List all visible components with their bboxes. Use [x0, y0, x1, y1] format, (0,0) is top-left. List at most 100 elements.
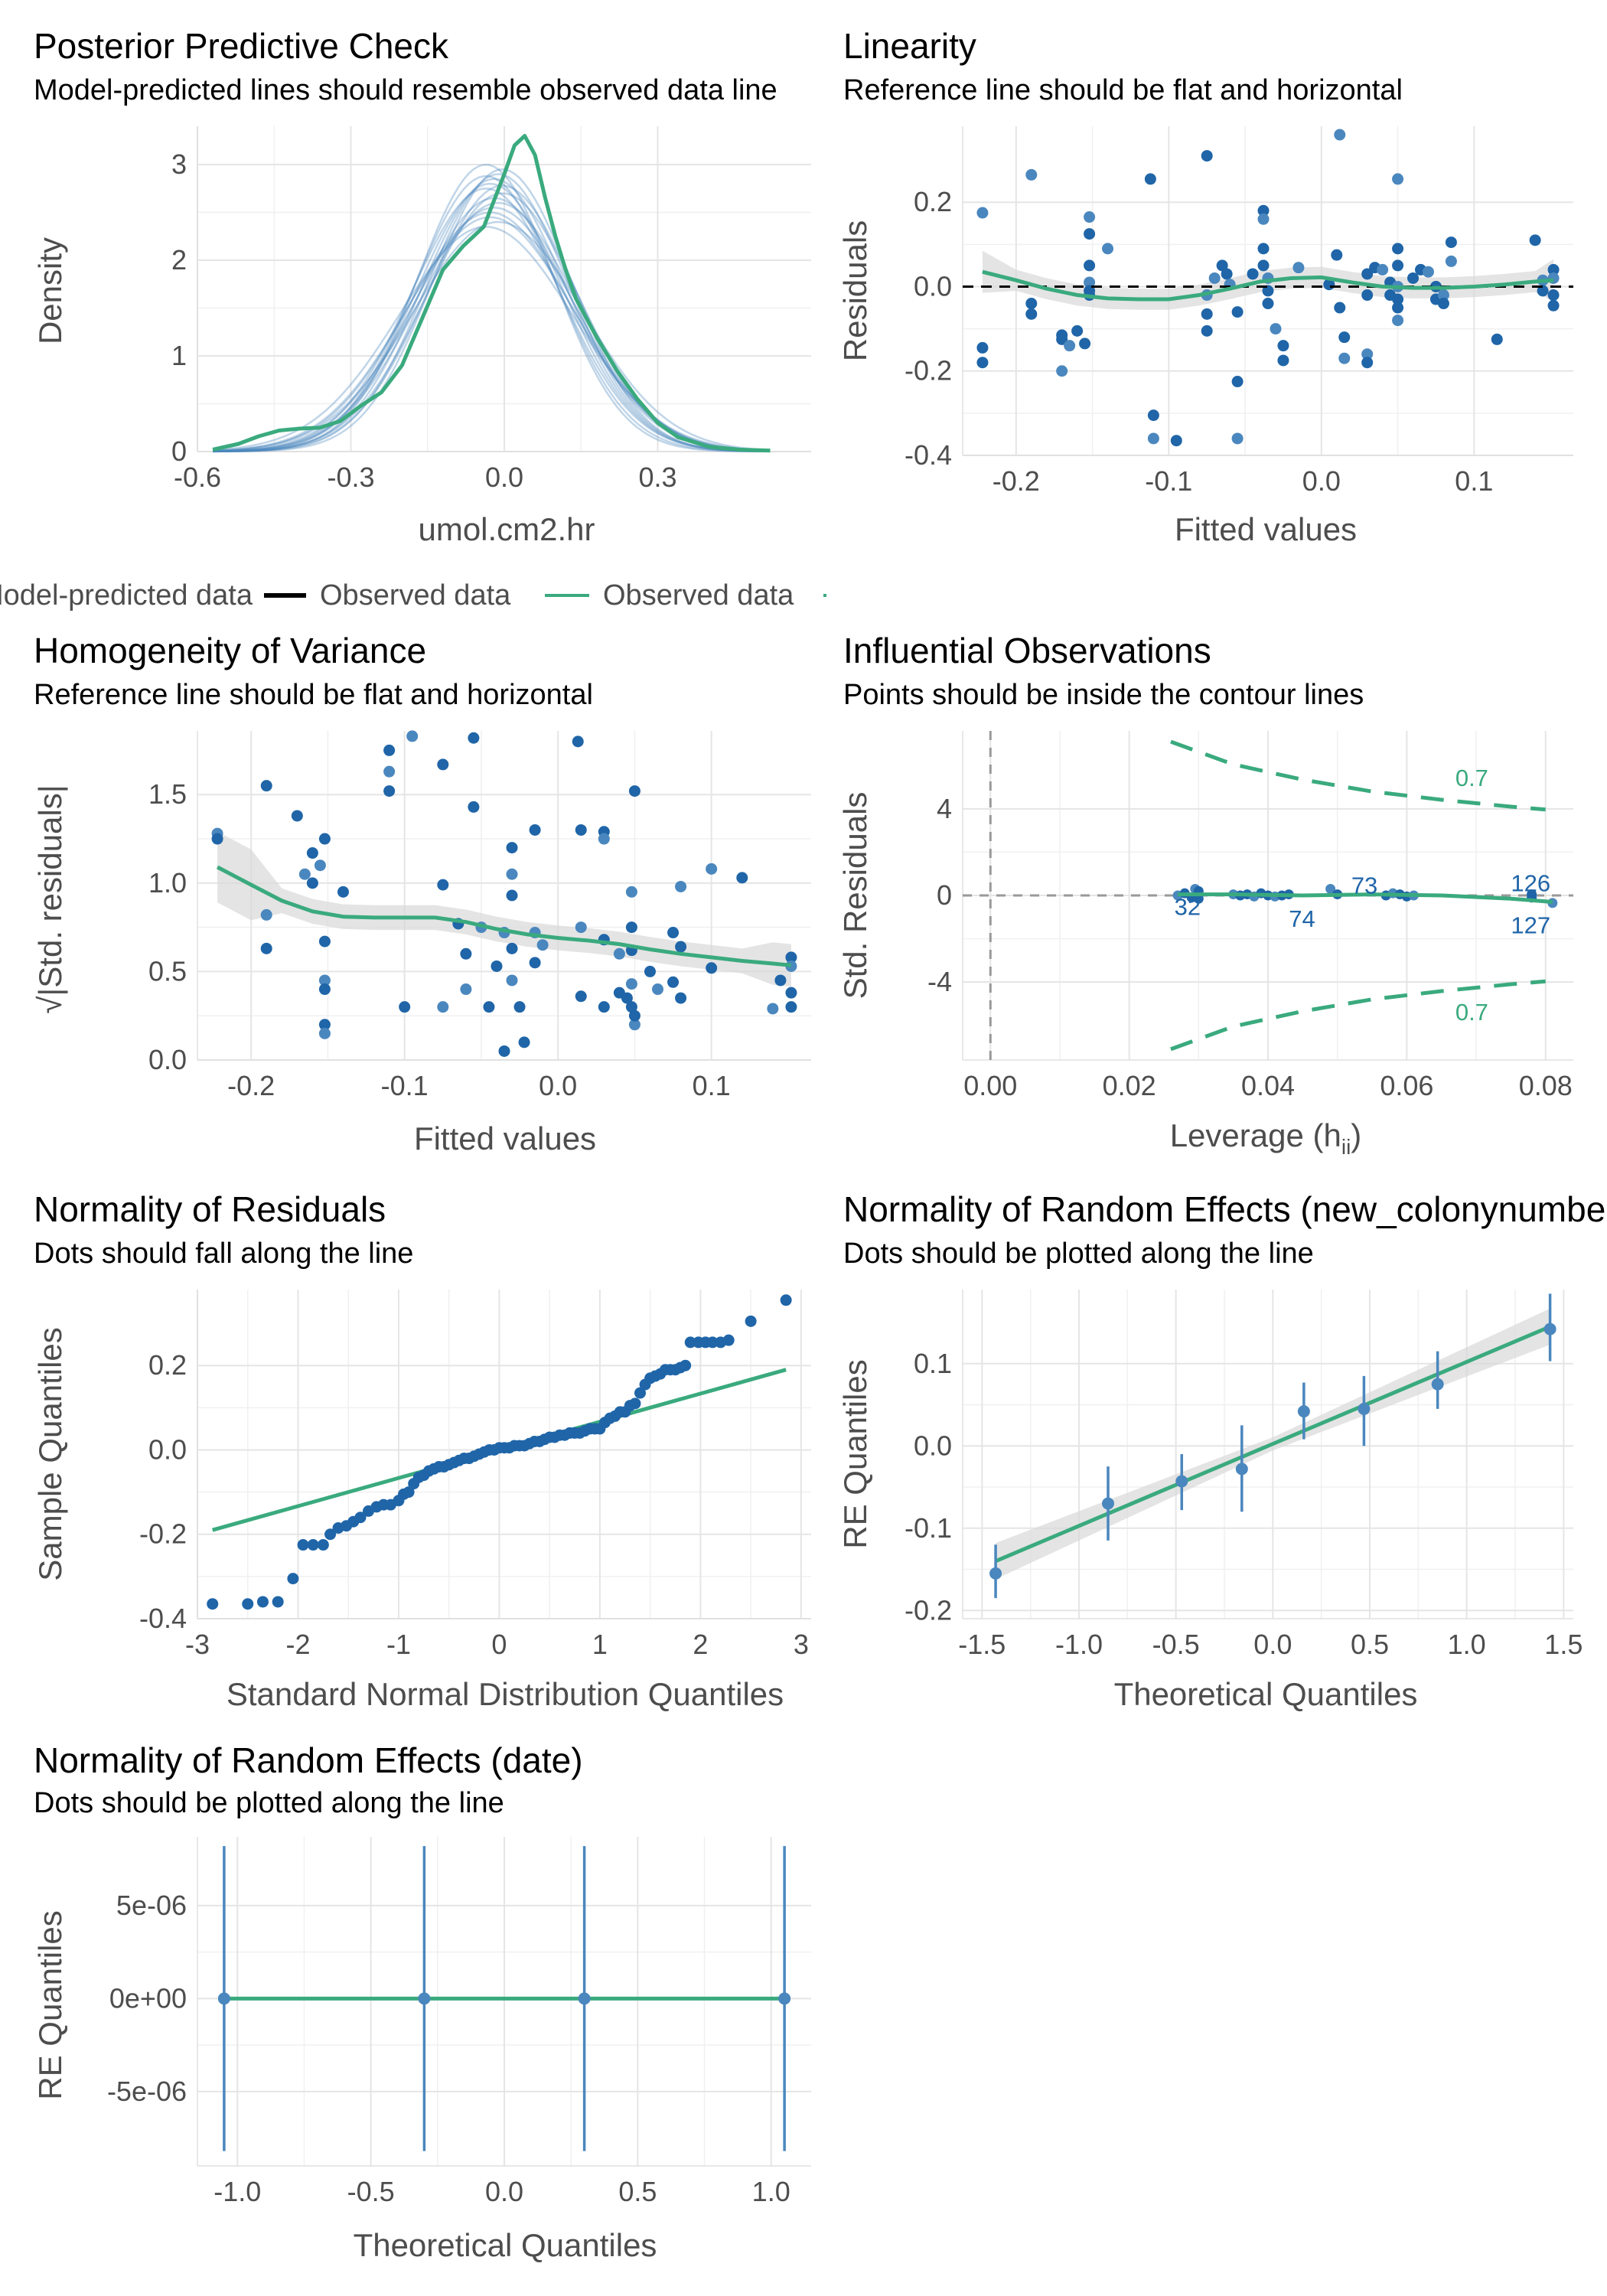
re-colony-point — [1543, 1322, 1556, 1336]
qq-residuals-point — [684, 1336, 696, 1349]
homogeneity-point — [306, 847, 318, 859]
linearity-point — [1025, 308, 1038, 320]
ppc-predicted-line — [213, 178, 765, 453]
qq-residuals-point — [680, 1359, 692, 1371]
homogeneity-point — [506, 974, 518, 987]
linearity-point — [1102, 243, 1114, 255]
linearity-point — [1147, 432, 1159, 445]
re-date-y-tick-label: 0e+00 — [109, 1982, 187, 2014]
homogeneity-point — [675, 880, 687, 892]
ppc-predicted-line — [213, 211, 765, 452]
homogeneity-point — [621, 992, 633, 1004]
ppc-predicted-line — [213, 207, 765, 452]
linearity-point — [1201, 325, 1213, 337]
re-date-point — [578, 1992, 591, 2005]
qq-residuals-point — [403, 1486, 415, 1499]
panel-homogeneity: Homogeneity of Variance Reference line s… — [32, 631, 811, 1156]
linearity-y-tick-label: -0.4 — [905, 439, 952, 471]
homogeneity-point — [318, 983, 331, 996]
homogeneity-point — [667, 927, 680, 939]
qq-residuals-y-tick-label: 0.2 — [148, 1349, 187, 1381]
qq-residuals-point — [706, 1336, 719, 1349]
homogeneity-y-tick-label: 0.5 — [148, 955, 187, 987]
linearity-point — [976, 341, 989, 354]
influential-contour-lower — [1170, 979, 1546, 1052]
panel-influential: Influential Observations Points should b… — [837, 631, 1573, 1159]
ppc-predicted-line — [213, 201, 765, 452]
influential-subtitle: Points should be inside the contour line… — [843, 679, 1364, 711]
homogeneity-point — [437, 879, 449, 891]
linearity-point — [1392, 293, 1404, 305]
ppc-y-label: Density — [32, 237, 68, 344]
qq-residuals-point — [242, 1598, 254, 1610]
homogeneity-point — [513, 1001, 526, 1013]
homogeneity-point — [468, 801, 480, 813]
linearity-point — [1491, 333, 1503, 345]
qq-residuals-y-tick-label: -0.4 — [139, 1603, 187, 1634]
re-colony-point — [1175, 1475, 1188, 1488]
qq-residuals-point — [780, 1294, 792, 1306]
linearity-y-tick-label: -0.2 — [905, 355, 952, 386]
linearity-point — [1056, 333, 1068, 345]
linearity-point — [1407, 272, 1420, 284]
re-colony-point — [1358, 1402, 1371, 1415]
influential-plot-area: 0.00 0.02 0.04 0.06 0.08 -4 0 4 0.7 0.7 32 73 74 126 1… — [927, 731, 1573, 1101]
qq-residuals-y-tick-label: 0.0 — [148, 1433, 187, 1465]
linearity-point — [1270, 323, 1282, 335]
homogeneity-point — [675, 992, 687, 1004]
qq-residuals-point — [324, 1528, 337, 1541]
linearity-point — [1262, 298, 1274, 310]
influential-point-label-126: 126 — [1511, 869, 1550, 896]
homogeneity-point — [529, 957, 541, 969]
influential-y-label: Std. Residuals — [837, 792, 873, 1000]
influential-y-tick-label: -4 — [927, 966, 952, 997]
linearity-point — [1277, 354, 1289, 367]
linearity-plot-area: -0.2 -0.1 0.0 0.1 -0.4 -0.2 0.0 0.2 — [905, 126, 1573, 497]
panel-qq-residuals: Normality of Residuals Dots should fall … — [32, 1189, 811, 1712]
homogeneity-point — [785, 951, 797, 964]
homogeneity-point — [337, 885, 349, 898]
homogeneity-point — [318, 974, 331, 987]
qq-residuals-point — [307, 1539, 319, 1551]
homogeneity-point — [460, 983, 472, 996]
linearity-point — [1201, 150, 1213, 162]
influential-x-tick-label: 0.02 — [1103, 1070, 1156, 1101]
ppc-plot-area: -0.6 -0.3 0.0 0.3 0 1 2 3 — [171, 126, 811, 493]
qq-residuals-y-tick-label: -0.2 — [139, 1518, 187, 1550]
qq-residuals-title: Normality of Residuals — [34, 1189, 386, 1229]
re-colony-x-label: Theoretical Quantiles — [1114, 1676, 1418, 1712]
influential-contour-upper — [1170, 739, 1546, 812]
homogeneity-point — [706, 863, 718, 875]
influential-smooth-line — [1178, 892, 1553, 904]
homogeneity-point — [598, 833, 610, 845]
ppc-y-tick-label: 3 — [171, 148, 187, 180]
linearity-x-tick-label: -0.1 — [1145, 465, 1192, 497]
homogeneity-point — [260, 942, 272, 954]
homogeneity-y-tick-label: 0.0 — [148, 1044, 187, 1075]
re-date-x-tick-label: 0.5 — [618, 2176, 657, 2207]
homogeneity-point — [306, 877, 318, 889]
linearity-point — [1257, 243, 1270, 255]
linearity-point — [1084, 276, 1096, 289]
homogeneity-point — [506, 842, 518, 854]
linearity-point — [1361, 289, 1374, 302]
linearity-point — [1445, 236, 1457, 249]
qq-residuals-subtitle: Dots should fall along the line — [34, 1238, 413, 1270]
re-colony-point — [1431, 1378, 1444, 1391]
qq-residuals-point — [317, 1539, 329, 1551]
legend-label-observed-2: Observed data — [603, 579, 794, 612]
homogeneity-x-tick-label: -0.2 — [227, 1070, 275, 1101]
homogeneity-point — [628, 1019, 641, 1031]
homogeneity-y-tick-label: 1.5 — [148, 778, 187, 810]
influential-x-tick-label: 0.00 — [963, 1070, 1017, 1101]
ppc-x-tick-label: 0.3 — [638, 461, 676, 493]
homogeneity-point — [468, 732, 480, 744]
homogeneity-point — [736, 872, 748, 884]
homogeneity-x-label: Fitted values — [414, 1120, 596, 1156]
linearity-point — [1084, 259, 1096, 272]
re-colony-x-tick-label: -0.5 — [1152, 1629, 1200, 1660]
qq-residuals-x-label: Standard Normal Distribution Quantiles — [227, 1676, 784, 1712]
linearity-point — [1338, 331, 1351, 344]
linearity-y-label: Residuals — [837, 220, 873, 361]
re-colony-y-tick-label: -0.2 — [905, 1594, 952, 1626]
